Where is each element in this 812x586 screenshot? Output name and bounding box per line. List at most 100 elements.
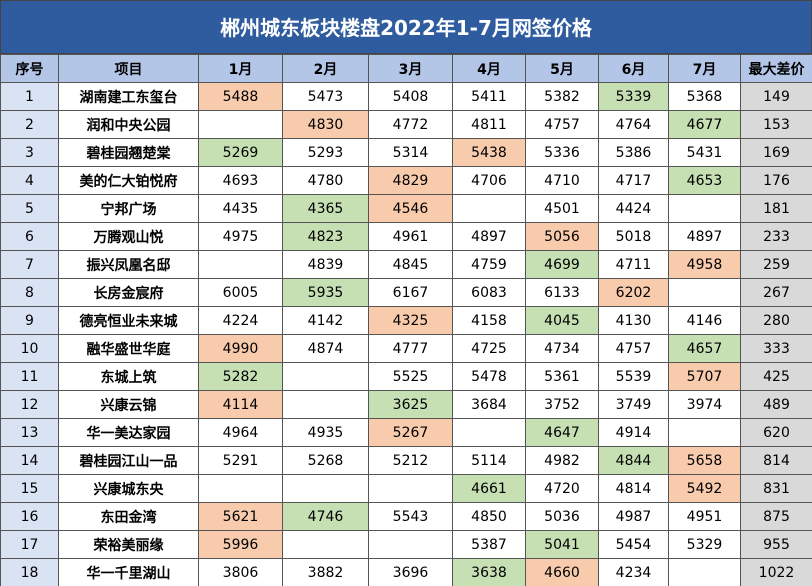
header-cell: 1月 bbox=[198, 54, 283, 83]
price-cell: 3806 bbox=[198, 558, 283, 586]
price-cell: 4964 bbox=[198, 418, 283, 447]
price-cell: 4660 bbox=[525, 558, 599, 586]
price-cell: 4710 bbox=[525, 166, 599, 195]
header-cell: 最大差价 bbox=[740, 54, 812, 83]
price-cell bbox=[368, 474, 453, 503]
price-cell bbox=[668, 278, 741, 307]
price-table: 序号 项目 1月 2月 3月 4月 5月 6月 7月 最大差价 1 湖南建工东玺台 5488 5473 5… bbox=[0, 54, 812, 586]
price-cell: 5336 bbox=[525, 138, 599, 167]
max-diff: 955 bbox=[740, 530, 812, 559]
price-cell: 5036 bbox=[525, 502, 599, 531]
price-cell: 5212 bbox=[368, 446, 453, 475]
price-cell: 4935 bbox=[282, 418, 369, 447]
price-cell: 4146 bbox=[668, 306, 741, 335]
header-cell: 序号 bbox=[0, 54, 59, 83]
price-cell: 5339 bbox=[598, 82, 669, 111]
price-cell: 4845 bbox=[368, 250, 453, 279]
row-number: 15 bbox=[0, 474, 59, 503]
price-cell: 4657 bbox=[668, 334, 741, 363]
project-name: 碧桂园江山一品 bbox=[58, 446, 199, 475]
table-row: 14 碧桂园江山一品 5291 5268 5212 5114 4982 4844 5658 814 bbox=[0, 446, 812, 475]
price-cell: 5431 bbox=[668, 138, 741, 167]
table-row: 10 融华盛世华庭 4990 4874 4777 4725 4734 4757 4657 333 bbox=[0, 334, 812, 363]
price-cell: 6167 bbox=[368, 278, 453, 307]
price-cell: 4897 bbox=[668, 222, 741, 251]
price-cell: 5454 bbox=[598, 530, 669, 559]
price-cell: 5293 bbox=[282, 138, 369, 167]
table-row: 5 宁邦广场 4435 4365 4546 4501 4424 181 bbox=[0, 194, 812, 223]
header-cell: 5月 bbox=[525, 54, 599, 83]
price-cell: 4234 bbox=[598, 558, 669, 586]
price-cell bbox=[282, 362, 369, 391]
price-cell: 5386 bbox=[598, 138, 669, 167]
project-name: 长房金宸府 bbox=[58, 278, 199, 307]
max-diff: 814 bbox=[740, 446, 812, 475]
price-cell: 4897 bbox=[452, 222, 526, 251]
price-cell: 5361 bbox=[525, 362, 599, 391]
max-diff: 875 bbox=[740, 502, 812, 531]
project-name: 湖南建工东玺台 bbox=[58, 82, 199, 111]
row-number: 13 bbox=[0, 418, 59, 447]
price-cell bbox=[282, 530, 369, 559]
price-cell: 5438 bbox=[452, 138, 526, 167]
price-cell: 6083 bbox=[452, 278, 526, 307]
price-cell: 5041 bbox=[525, 530, 599, 559]
row-number: 12 bbox=[0, 390, 59, 419]
price-cell: 5267 bbox=[368, 418, 453, 447]
price-cell: 5269 bbox=[198, 138, 283, 167]
price-cell: 4777 bbox=[368, 334, 453, 363]
table-row: 13 华一美达家园 4964 4935 5267 4647 4914 620 bbox=[0, 418, 812, 447]
price-cell: 4711 bbox=[598, 250, 669, 279]
row-number: 18 bbox=[0, 558, 59, 586]
project-name: 万腾观山悦 bbox=[58, 222, 199, 251]
price-cell: 3696 bbox=[368, 558, 453, 586]
project-name: 兴康城东央 bbox=[58, 474, 199, 503]
project-name: 融华盛世华庭 bbox=[58, 334, 199, 363]
max-diff: 149 bbox=[740, 82, 812, 111]
price-cell: 4424 bbox=[598, 194, 669, 223]
price-cell: 4975 bbox=[198, 222, 283, 251]
row-number: 14 bbox=[0, 446, 59, 475]
price-cell bbox=[668, 418, 741, 447]
price-cell: 4720 bbox=[525, 474, 599, 503]
price-cell: 5473 bbox=[282, 82, 369, 111]
max-diff: 425 bbox=[740, 362, 812, 391]
price-cell bbox=[668, 558, 741, 586]
max-diff: 831 bbox=[740, 474, 812, 503]
table-row: 16 东田金湾 5621 4746 5543 4850 5036 4987 4951 875 bbox=[0, 502, 812, 531]
price-cell bbox=[368, 530, 453, 559]
table-title: 郴州城东板块楼盘2022年1-7月网签价格 bbox=[0, 0, 812, 54]
project-name: 东田金湾 bbox=[58, 502, 199, 531]
price-cell: 5411 bbox=[452, 82, 526, 111]
project-name: 美的仁大铂悦府 bbox=[58, 166, 199, 195]
price-cell: 5658 bbox=[668, 446, 741, 475]
price-cell: 4759 bbox=[452, 250, 526, 279]
price-cell: 4325 bbox=[368, 306, 453, 335]
price-cell: 5408 bbox=[368, 82, 453, 111]
price-cell: 4734 bbox=[525, 334, 599, 363]
project-name: 宁邦广场 bbox=[58, 194, 199, 223]
price-cell: 4224 bbox=[198, 306, 283, 335]
row-number: 16 bbox=[0, 502, 59, 531]
table-row: 4 美的仁大铂悦府 4693 4780 4829 4706 4710 4717 4653 176 bbox=[0, 166, 812, 195]
project-name: 东城上筑 bbox=[58, 362, 199, 391]
price-cell: 4844 bbox=[598, 446, 669, 475]
price-cell: 4814 bbox=[598, 474, 669, 503]
price-cell: 4757 bbox=[525, 110, 599, 139]
price-cell: 3684 bbox=[452, 390, 526, 419]
price-cell: 4874 bbox=[282, 334, 369, 363]
header-cell: 7月 bbox=[668, 54, 741, 83]
price-cell bbox=[282, 474, 369, 503]
price-cell: 6202 bbox=[598, 278, 669, 307]
price-cell: 4839 bbox=[282, 250, 369, 279]
price-cell: 4780 bbox=[282, 166, 369, 195]
header-cell: 3月 bbox=[368, 54, 453, 83]
project-name: 荣裕美丽缘 bbox=[58, 530, 199, 559]
price-cell: 5314 bbox=[368, 138, 453, 167]
price-cell: 4677 bbox=[668, 110, 741, 139]
project-name: 华一千里湖山 bbox=[58, 558, 199, 586]
header-cell: 2月 bbox=[282, 54, 369, 83]
price-cell: 5539 bbox=[598, 362, 669, 391]
price-cell: 4772 bbox=[368, 110, 453, 139]
